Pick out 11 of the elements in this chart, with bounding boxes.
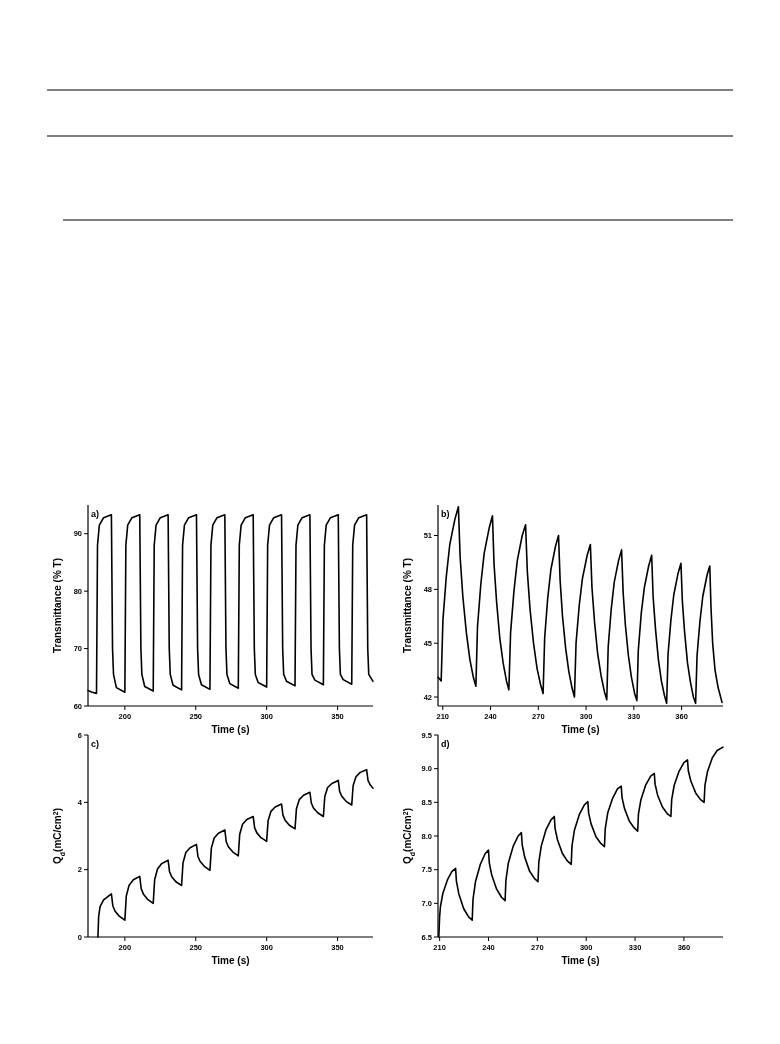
x-axis-title: Time (s): [211, 724, 250, 735]
x-axis-title: Time (s): [211, 955, 250, 966]
y-axis-title: Transmittance (% T): [52, 557, 63, 654]
line-series: [437, 506, 723, 705]
annotation: b): [441, 509, 450, 519]
annotation: d): [441, 739, 450, 749]
x-axis-title: Time (s): [561, 955, 600, 966]
x-axis-title: Time (s): [561, 724, 600, 735]
annotation: a): [91, 509, 100, 519]
y-axis-title: Transmittance (% T): [402, 557, 413, 654]
annotation: c): [91, 739, 100, 749]
